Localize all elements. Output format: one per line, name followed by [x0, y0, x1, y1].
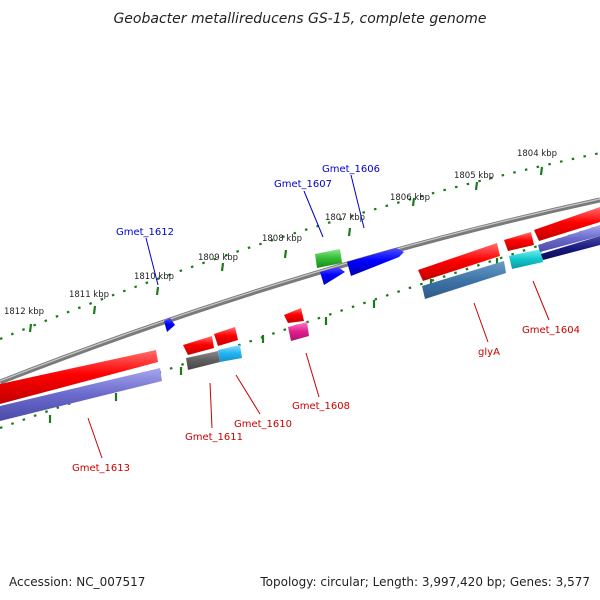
outer-major-ticks [28, 166, 544, 333]
forward-genes [164, 248, 404, 332]
major-tick [92, 305, 97, 315]
gene-cog-glya[interactable] [422, 261, 506, 299]
label-gmet-1613[interactable]: Gmet_1613 [72, 463, 130, 474]
scale-label: 1809 kbp [198, 253, 238, 263]
gene-labels: Gmet_1606 Gmet_1607 Gmet_1612 Gmet_1613 … [72, 164, 580, 474]
gene-arrow-gmet-1612[interactable] [164, 318, 175, 332]
major-tick [411, 197, 416, 207]
label-gmet-1610[interactable]: Gmet_1610 [234, 419, 292, 430]
major-tick [28, 323, 33, 333]
connector-gmet-1604 [532, 280, 550, 321]
gene-arrow-gmet-1607[interactable] [320, 267, 345, 285]
scale-label: 1804 kbp [517, 149, 557, 159]
connector-gmet-1611 [209, 382, 213, 429]
label-gmet-1606[interactable]: Gmet_1606 [322, 164, 380, 175]
label-gmet-1612[interactable]: Gmet_1612 [116, 227, 174, 238]
connector-gmet-1610 [235, 374, 261, 415]
scale-label: 1808 kbp [262, 234, 302, 244]
label-connectors [87, 174, 550, 459]
major-tick [347, 227, 352, 237]
gene-cog-gmet-1611[interactable] [186, 351, 220, 370]
scale-labels: 1804 kbp 1805 kbp 1806 kbp 1807 kbp 1808… [4, 149, 557, 317]
gene-arrow-gmet-1606[interactable] [347, 248, 404, 276]
gene-cog-gmet-1610[interactable] [218, 345, 242, 362]
gene-arrow-gmet-1603[interactable] [534, 207, 600, 241]
major-tick [220, 262, 225, 272]
label-gmet-1608[interactable]: Gmet_1608 [292, 401, 350, 412]
scale-label: 1806 kbp [390, 193, 430, 203]
connector-gmet-1607 [303, 190, 324, 238]
connector-gmet-1606 [350, 174, 365, 229]
gene-arrow-gmet-1604[interactable] [504, 232, 534, 251]
scale-label: 1807 kbp [325, 213, 365, 223]
gene-cog-gmet-1608[interactable] [288, 322, 309, 341]
gene-arrow-glya[interactable] [418, 243, 500, 281]
label-gmet-1611[interactable]: Gmet_1611 [185, 432, 243, 443]
label-gmet-1604[interactable]: Gmet_1604 [522, 325, 580, 336]
gene-arrow-gmet-1610[interactable] [214, 327, 238, 346]
label-gmet-1607[interactable]: Gmet_1607 [274, 179, 332, 190]
major-tick [283, 249, 288, 259]
gene-cog-gmet-1613[interactable] [0, 368, 162, 421]
genome-backbone [0, 197, 600, 385]
gene-cog-gmet-1603-purple[interactable] [538, 225, 600, 252]
major-tick [539, 166, 544, 176]
accession-text: Accession: NC_007517 [9, 575, 145, 589]
gene-arrow-gmet-1613[interactable] [0, 350, 158, 404]
gene-arrow-gmet-1611[interactable] [183, 336, 214, 355]
outer-scale-ring [0, 151, 600, 341]
major-tick [474, 181, 479, 191]
scale-label: 1811 kbp [69, 290, 109, 300]
scale-label: 1805 kbp [454, 171, 494, 181]
reverse-genes [0, 207, 600, 421]
scale-label: 1810 kbp [134, 272, 174, 282]
gene-cog-gmet-1603-navy[interactable] [541, 236, 600, 260]
topology-text: Topology: circular; Length: 3,997,420 bp… [259, 575, 590, 589]
connector-gmet-1613 [87, 417, 103, 459]
gene-block-gmet-1607-green[interactable] [315, 249, 342, 268]
gene-cog-gmet-1604[interactable] [509, 249, 543, 269]
label-glya[interactable]: glyA [478, 347, 500, 358]
scale-label: 1812 kbp [4, 307, 44, 317]
gene-arrow-gmet-1608[interactable] [284, 308, 304, 323]
map-title: Geobacter metallireducens GS-15, complet… [113, 11, 486, 27]
connector-gmet-1612 [145, 237, 159, 286]
major-tick [155, 286, 160, 296]
connector-glya [473, 302, 489, 343]
connector-gmet-1608 [305, 352, 320, 398]
